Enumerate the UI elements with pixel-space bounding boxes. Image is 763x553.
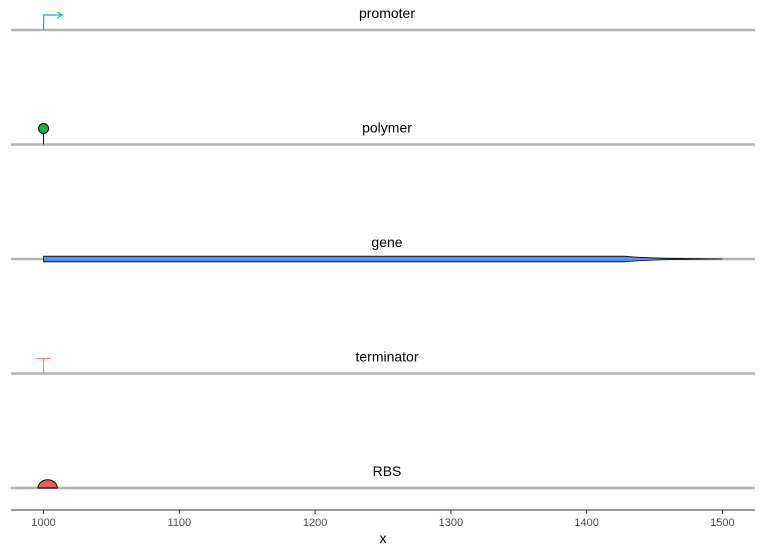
x-tick-label: 1100 [168, 517, 192, 529]
x-tick-label: 1300 [439, 517, 463, 529]
track-rbs: RBS [11, 463, 755, 490]
gene-arrow [43, 255, 723, 263]
track-label: terminator [355, 349, 418, 365]
x-axis-title: x [380, 530, 387, 546]
promoter-arrowhead [56, 11, 64, 19]
track-label: promoter [359, 5, 415, 21]
track-promoter: promoter [11, 5, 755, 32]
track-gene-arrow: gene [11, 234, 755, 263]
track-terminator: terminator [11, 349, 755, 375]
rbs-glyph [37, 479, 58, 489]
x-axis: 1000 1100 1200 1300 1400 1500 x [11, 509, 755, 546]
track-polymer: polymer [11, 120, 755, 146]
x-tick-label: 1400 [574, 517, 598, 529]
promoter-glyph [42, 14, 62, 30]
tracks-layer: promoter polymer gene terminator RBS [11, 5, 755, 490]
track-label: RBS [373, 463, 402, 479]
x-tick-label: 1000 [31, 517, 55, 529]
x-tick-label: 1500 [710, 517, 734, 529]
x-tick-label: 1200 [303, 517, 327, 529]
x-axis-ticks: 1000 1100 1200 1300 1400 1500 [31, 510, 735, 529]
polymer-bead [38, 123, 50, 134]
track-label: polymer [362, 120, 412, 136]
track-label: gene [371, 234, 402, 250]
